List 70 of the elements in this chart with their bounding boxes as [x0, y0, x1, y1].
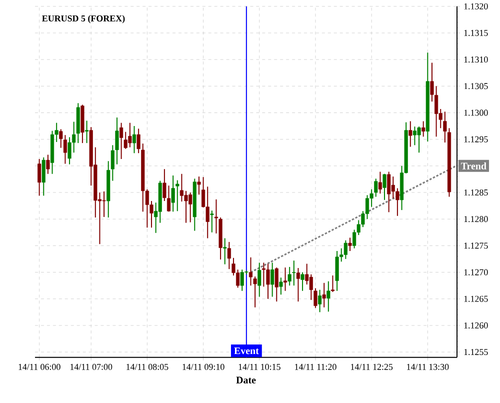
x-tick-label: 14/11 09:10 — [182, 364, 224, 370]
candlestick — [210, 210, 214, 233]
candlestick — [274, 266, 278, 302]
candlestick — [132, 125, 136, 154]
candlestick — [422, 120, 426, 137]
candlestick — [279, 276, 283, 295]
candlestick — [374, 178, 378, 198]
y-tick-label: 1.1270 — [464, 269, 488, 276]
candlestick — [253, 276, 257, 308]
x-tick-label: 14/11 12:25 — [350, 364, 393, 370]
candlestick — [288, 266, 292, 286]
y-tick-label: 1.1320 — [464, 3, 488, 10]
x-tick-label: 14/11 07:00 — [70, 364, 112, 370]
candlestick — [412, 126, 417, 146]
text: EURUSD 5 (FOREX) — [42, 14, 125, 24]
candlestick — [171, 174, 175, 212]
y-tick-label: 1.1300 — [464, 110, 488, 116]
candlestick — [382, 173, 386, 200]
y-tick-label: 1.1255 — [464, 348, 488, 355]
candlestick — [330, 274, 335, 292]
candlestick — [326, 280, 330, 312]
y-tick-label: 1.1305 — [464, 82, 488, 90]
x-tick-label: 14/11 13:30 — [407, 364, 449, 370]
candlestick — [322, 282, 326, 308]
x-tick-label: 14/11 06:00 — [18, 364, 60, 370]
x-tick-label: 14/11 08:05 — [126, 364, 168, 370]
candlestick — [46, 154, 50, 174]
candlestick — [408, 120, 412, 148]
x-tick-label: 14/11 10:15 — [238, 364, 280, 370]
candlestick — [102, 190, 106, 218]
candlestick — [162, 168, 166, 202]
candlestick — [344, 240, 348, 260]
y-tick-label: 1.1295 — [464, 136, 488, 142]
candlestick — [223, 238, 227, 265]
y-tick-label: 1.1315 — [464, 30, 488, 36]
candlestick — [434, 85, 438, 137]
candlestick — [387, 171, 391, 213]
x-axis-title: Date — [236, 376, 256, 384]
candlestick — [300, 272, 304, 292]
candlestick — [348, 237, 352, 252]
x-tick-label: 14/11 11:20 — [295, 364, 336, 370]
candlestick — [430, 62, 434, 102]
y-tick-label: 1.1275 — [464, 242, 488, 249]
candlestick — [214, 198, 218, 234]
y-tick-label: 1.1280 — [464, 216, 488, 222]
candlestick — [42, 156, 46, 196]
y-tick-label: 1.1285 — [464, 189, 488, 196]
candlestick — [378, 171, 382, 194]
candlestick — [258, 262, 262, 298]
candlestick — [38, 158, 42, 196]
candlestick — [84, 120, 89, 144]
ref-line-label: Event — [234, 347, 259, 354]
candlestick — [166, 184, 171, 212]
series-label: Trend — [460, 162, 486, 170]
candlestick — [292, 260, 296, 286]
candlestick — [248, 256, 253, 286]
candlestick — [197, 176, 201, 195]
candlestick — [270, 262, 274, 298]
candlestick — [296, 267, 300, 302]
y-tick-label: 1.1260 — [464, 322, 488, 328]
candlestick — [318, 289, 322, 312]
candlestick — [314, 288, 318, 308]
y-tick-label: 1.1310 — [464, 56, 488, 62]
candlestick — [120, 122, 124, 160]
candlestick — [176, 180, 180, 212]
candlestick — [283, 266, 288, 292]
candlestick — [417, 126, 421, 153]
candlestick — [136, 128, 140, 154]
candlestick — [227, 241, 231, 270]
y-tick-label: 1.1265 — [464, 296, 488, 302]
